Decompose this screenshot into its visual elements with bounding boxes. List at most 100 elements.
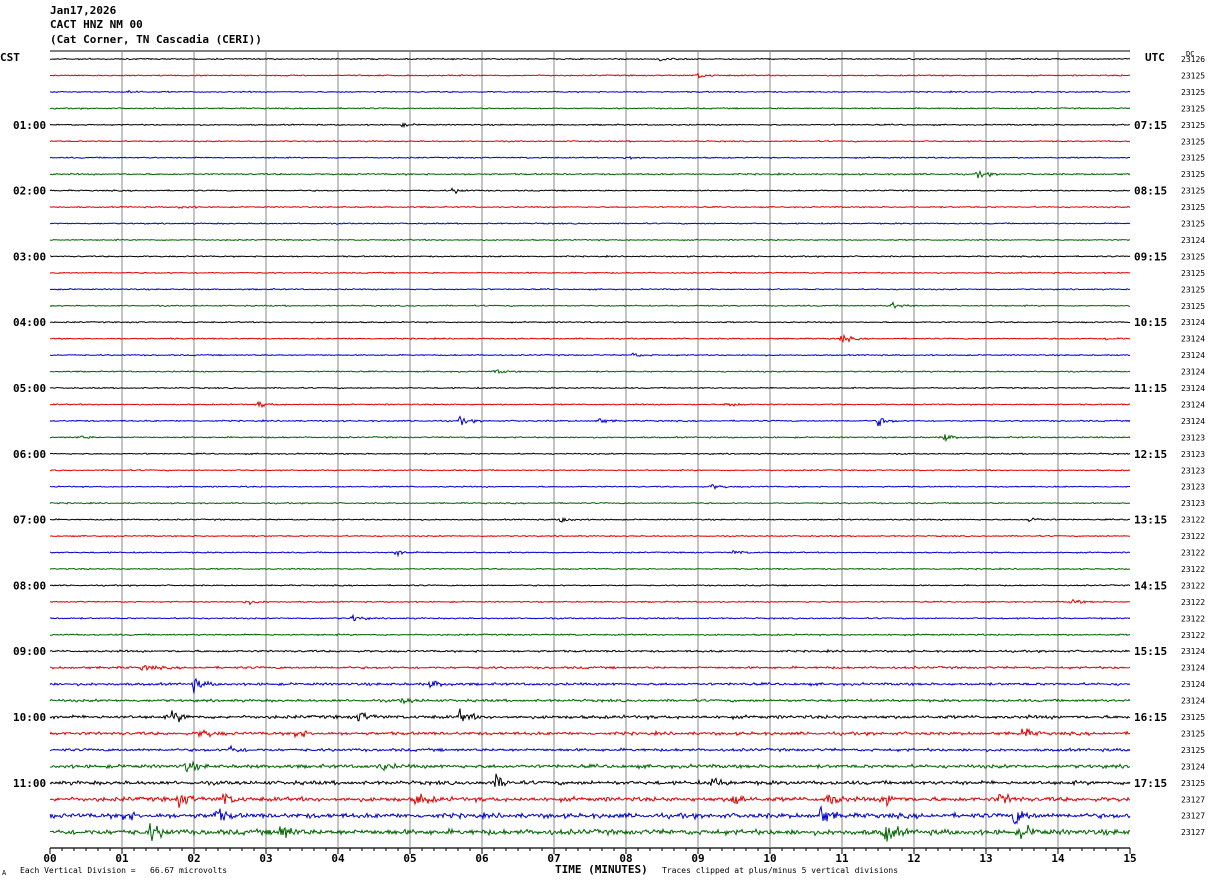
dc-offset-label: 23125 xyxy=(1181,203,1205,212)
seismic-trace xyxy=(49,598,1130,606)
x-tick-label: 06 xyxy=(475,852,489,865)
corner-mark: A xyxy=(2,869,7,877)
seismic-trace xyxy=(49,697,1131,705)
seismic-trace xyxy=(49,106,1131,110)
dc-offset-label: 23124 xyxy=(1181,697,1205,706)
dc-offset-label: 23127 xyxy=(1181,812,1205,821)
x-tick-label: 02 xyxy=(187,852,200,865)
dc-offset-label: 23122 xyxy=(1181,565,1205,574)
cst-hour-label: 09:00 xyxy=(13,645,46,658)
seismic-trace xyxy=(49,386,1131,390)
x-tick-label: 12 xyxy=(907,852,920,865)
seismic-trace xyxy=(49,648,1131,654)
x-tick-label: 03 xyxy=(259,852,272,865)
x-axis-title: TIME (MINUTES) xyxy=(555,863,648,876)
utc-hour-label: 15:15 xyxy=(1134,645,1167,658)
dc-offset-label: 23127 xyxy=(1181,828,1205,837)
x-tick-label: 11 xyxy=(835,852,849,865)
x-tick-label: 00 xyxy=(43,852,56,865)
dc-offset-label: 23122 xyxy=(1181,549,1205,558)
seismic-trace xyxy=(49,760,1131,773)
x-tick-label: 07 xyxy=(547,852,560,865)
cst-hour-label: 11:00 xyxy=(13,777,46,790)
dc-offset-label: 23123 xyxy=(1181,433,1205,442)
dc-offset-label: 23125 xyxy=(1181,779,1205,788)
cst-hour-label: 04:00 xyxy=(13,316,46,329)
cst-hour-label: 05:00 xyxy=(13,382,46,395)
cst-hour-label: 02:00 xyxy=(13,185,46,198)
utc-hour-label: 07:15 xyxy=(1134,119,1167,132)
utc-hour-label: 10:15 xyxy=(1134,316,1167,329)
seismic-trace xyxy=(49,468,1131,472)
seismic-trace xyxy=(49,567,1131,571)
dc-offset-label: 23125 xyxy=(1181,713,1205,722)
utc-hour-label: 11:15 xyxy=(1134,382,1167,395)
cst-hour-label: 10:00 xyxy=(13,711,46,724)
dc-offset-label: 23125 xyxy=(1181,121,1205,130)
dc-offset-label: 23124 xyxy=(1181,384,1205,393)
dc-offset-label: 23124 xyxy=(1181,647,1205,656)
dc-offset-label: 23125 xyxy=(1181,285,1205,294)
dc-offset-label: 23124 xyxy=(1181,664,1205,673)
seismic-trace xyxy=(49,155,1130,160)
seismic-trace xyxy=(49,169,1131,179)
division-note: Each Vertical Division = 66.67 microvolt… xyxy=(20,866,228,875)
x-tick-label: 09 xyxy=(691,852,704,865)
seismic-trace xyxy=(49,823,1131,842)
utc-hour-label: 16:15 xyxy=(1134,711,1167,724)
dc-offset-label: 23125 xyxy=(1181,269,1205,278)
seismic-trace xyxy=(50,333,1131,344)
dc-offset-label: 23124 xyxy=(1181,680,1205,689)
seismic-trace xyxy=(49,550,1131,558)
seismic-trace xyxy=(49,727,1131,739)
seismic-trace xyxy=(49,792,1131,808)
dc-offset-label: 23124 xyxy=(1181,417,1205,426)
seismic-trace xyxy=(49,222,1131,225)
utc-hour-label: 12:15 xyxy=(1134,448,1167,461)
dc-offset-label: 23124 xyxy=(1181,400,1205,409)
dc-offset-label: 23122 xyxy=(1181,598,1205,607)
seismic-trace xyxy=(49,238,1131,242)
dc-offset-label: 23124 xyxy=(1181,351,1205,360)
header-station: CACT HNZ NM 00 xyxy=(50,18,143,31)
seismic-trace xyxy=(49,301,1131,309)
seismic-trace xyxy=(49,139,1131,143)
cst-hour-label: 06:00 xyxy=(13,448,46,461)
dc-offset-label: 23125 xyxy=(1181,729,1205,738)
dc-offset-label: 23123 xyxy=(1181,483,1205,492)
cst-hour-label: 07:00 xyxy=(13,514,46,527)
seismic-trace xyxy=(49,484,1130,491)
x-tick-label: 15 xyxy=(1123,852,1136,865)
dc-offset-label: 23125 xyxy=(1181,104,1205,113)
x-tick-label: 04 xyxy=(331,852,345,865)
dc-offset-label: 23125 xyxy=(1181,137,1205,146)
seismic-trace xyxy=(49,287,1131,291)
cst-hour-label: 08:00 xyxy=(13,579,46,592)
dc-offset-label: 23125 xyxy=(1181,220,1205,229)
dc-offset-label: 23123 xyxy=(1181,499,1205,508)
seismic-trace xyxy=(49,633,1131,637)
seismic-trace xyxy=(49,534,1131,538)
seismic-trace xyxy=(49,72,1131,79)
dc-offset-label: 23126 xyxy=(1181,55,1205,64)
utc-hour-label: 17:15 xyxy=(1134,777,1167,790)
seismic-trace xyxy=(49,664,1131,672)
dc-offset-label: 23127 xyxy=(1181,795,1205,804)
x-tick-label: 05 xyxy=(403,852,416,865)
seismic-trace xyxy=(49,613,1131,622)
cst-hour-label: 03:00 xyxy=(13,250,46,263)
dc-offset-label: 23124 xyxy=(1181,236,1205,245)
dc-offset-label: 23125 xyxy=(1181,88,1205,97)
dc-offset-label: 23124 xyxy=(1181,318,1205,327)
seismic-trace xyxy=(49,400,1130,409)
dc-offset-label: 23123 xyxy=(1181,466,1205,475)
dc-offset-label: 23122 xyxy=(1181,614,1205,623)
dc-offset-label: 23125 xyxy=(1181,71,1205,80)
dc-offset-label: 23125 xyxy=(1181,302,1205,311)
dc-offset-label: 23124 xyxy=(1181,368,1205,377)
x-tick-label: 01 xyxy=(115,852,129,865)
seismic-trace xyxy=(49,516,1131,523)
seismic-trace xyxy=(49,677,1131,694)
dc-offset-label: 23124 xyxy=(1181,762,1205,771)
cst-axis-label: CST xyxy=(0,51,20,64)
